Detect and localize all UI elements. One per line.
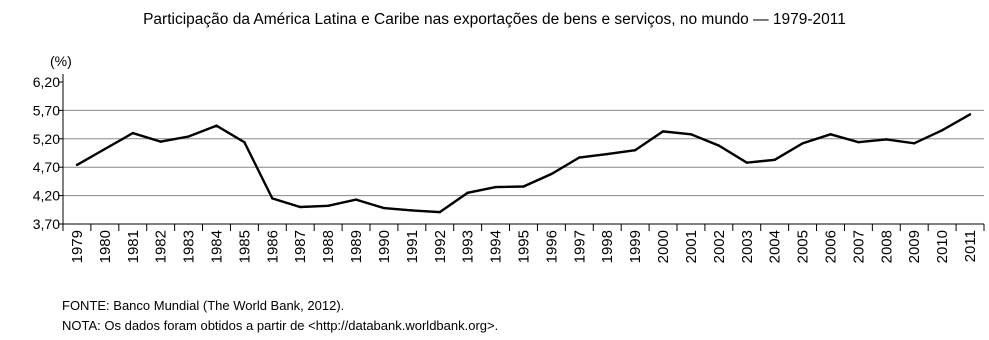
data-point (410, 209, 414, 212)
data-point (438, 210, 441, 214)
x-tick-label: 2006 (823, 230, 840, 263)
x-tick-label: 1993 (460, 230, 477, 263)
x-tick-label: 1984 (209, 230, 226, 263)
x-tick-label: 2011 (962, 230, 979, 262)
x-tick-label: 2007 (850, 230, 867, 263)
data-point (968, 113, 972, 116)
x-tick-label: 1985 (236, 230, 253, 263)
source-note: FONTE: Banco Mundial (The World Bank, 20… (62, 298, 345, 313)
x-tick-label: 1996 (543, 230, 560, 263)
data-point (187, 135, 190, 138)
y-tick-label: 6,20 (33, 74, 60, 90)
data-point (801, 142, 804, 145)
data-point (689, 133, 693, 136)
y-tick-label: 5,70 (33, 102, 60, 118)
data-point (103, 147, 107, 151)
y-axis-label: (%) (50, 53, 72, 69)
data-point (522, 185, 525, 188)
x-tick-label: 1989 (348, 230, 365, 263)
x-tick-label: 1991 (404, 230, 421, 263)
line-chart: 6,20 5,70 5,20 4,70 4,20 3,70 1979 1980 1981 198… (33, 53, 985, 263)
x-tick-label: 2009 (906, 230, 923, 263)
x-tick-label: 1997 (571, 230, 588, 263)
data-point (131, 131, 134, 135)
x-tick-label: 1995 (516, 230, 533, 263)
data-point (466, 191, 469, 194)
x-tick-label: 2005 (795, 230, 812, 263)
x-tick-label: 1980 (97, 230, 114, 263)
series-line (76, 113, 971, 214)
data-point (243, 141, 246, 144)
data-point (885, 138, 888, 141)
data-point (550, 172, 553, 176)
x-tick-labels: 1979 1980 1981 1982 1983 1984 1985 1986 1987 1988… (69, 230, 979, 263)
x-tick-label: 1986 (264, 230, 281, 263)
data-point (326, 204, 330, 208)
x-tick-label: 2001 (683, 230, 700, 263)
data-point (382, 206, 386, 210)
x-tick-label: 1998 (599, 230, 616, 263)
x-tick-label: 2008 (878, 230, 895, 263)
y-tick-label: 3,70 (33, 216, 60, 232)
y-tick-label: 5,20 (33, 131, 60, 147)
x-tick-label: 1987 (292, 230, 309, 263)
data-point (745, 161, 748, 164)
x-tick-label: 1994 (488, 230, 505, 263)
data-point (75, 163, 79, 167)
y-tick-label: 4,70 (33, 159, 60, 175)
data-point (829, 133, 832, 136)
y-tick-label: 4,20 (33, 188, 60, 204)
y-tick-labels: 6,20 5,70 5,20 4,70 4,20 3,70 (33, 74, 60, 232)
x-tick-label: 1988 (320, 230, 337, 263)
data-series (75, 113, 972, 214)
data-point (299, 205, 302, 209)
x-tick-label: 1983 (181, 230, 198, 263)
data-point (271, 197, 274, 200)
data-point (354, 198, 358, 201)
axes (58, 74, 985, 231)
x-tick-label: 2000 (655, 230, 672, 263)
data-point (717, 144, 721, 147)
data-point (215, 124, 218, 127)
x-tick-label: 1992 (432, 230, 449, 263)
x-tick-label: 1981 (125, 230, 142, 263)
x-tick-label: 2003 (739, 230, 756, 263)
data-point (773, 158, 776, 162)
data-point (159, 140, 162, 143)
data-point (913, 142, 916, 145)
grid-lines (63, 109, 984, 197)
data-point (633, 148, 637, 152)
x-tick-label: 1979 (69, 230, 86, 263)
data-point (494, 185, 497, 189)
x-tick-label: 2002 (711, 230, 728, 263)
data-point (857, 141, 860, 144)
x-tick-label: 2010 (934, 230, 951, 263)
x-tick-label: 1999 (627, 230, 644, 263)
chart-title: Participação da América Latina e Caribe … (143, 11, 846, 28)
data-point (578, 156, 581, 159)
data-note: NOTA: Os dados foram obtidos a partir de… (62, 318, 499, 333)
data-point (606, 152, 609, 156)
x-tick-label: 1982 (153, 230, 170, 263)
x-tick-label: 1990 (376, 230, 393, 263)
x-tick-label: 2004 (767, 230, 784, 263)
data-point (940, 129, 944, 132)
data-point (661, 130, 665, 133)
